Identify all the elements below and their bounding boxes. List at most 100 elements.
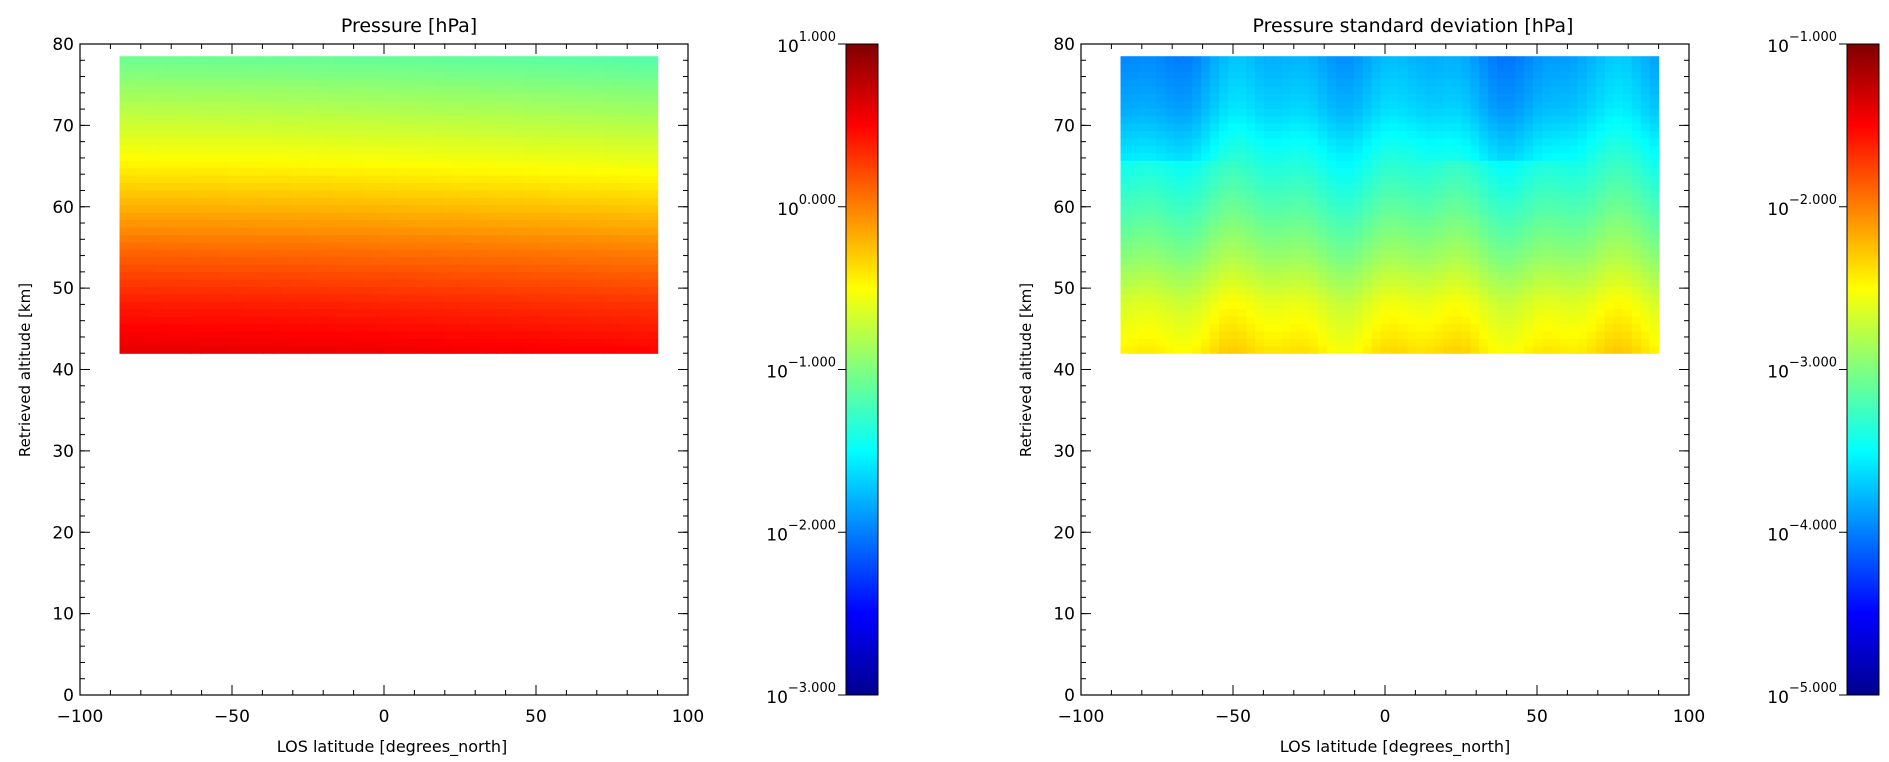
heatmap-cell — [1470, 256, 1480, 265]
heatmap-cell — [1604, 71, 1615, 80]
heatmap-cell — [1174, 226, 1184, 236]
heatmap-cell — [442, 152, 452, 161]
heatmap-cell — [1622, 115, 1633, 124]
heatmap-cell — [478, 226, 488, 236]
heatmap-cell — [1120, 197, 1131, 206]
heatmap-cell — [173, 93, 183, 102]
heatmap-cell — [648, 204, 659, 213]
heatmap-cell — [289, 286, 300, 295]
heatmap-cell — [173, 271, 183, 280]
heatmap-cell — [1434, 226, 1444, 236]
heatmap-cell — [1290, 108, 1301, 117]
heatmap-cell — [621, 85, 632, 94]
heatmap-cell — [307, 316, 318, 325]
heatmap-cell — [1586, 145, 1597, 154]
heatmap-cell — [1299, 167, 1310, 176]
heatmap-cell — [576, 108, 587, 117]
heatmap-cell — [1479, 234, 1489, 243]
heatmap-cell — [263, 234, 273, 243]
heatmap-cell — [442, 197, 452, 206]
heatmap-cell — [1622, 264, 1633, 273]
heatmap-cell — [191, 197, 201, 206]
heatmap-cell — [648, 241, 659, 250]
heatmap-cell — [343, 338, 354, 347]
heatmap-cell — [1568, 182, 1579, 191]
heatmap-cell — [1416, 212, 1427, 221]
heatmap-cell — [541, 301, 551, 310]
heatmap-cell — [1416, 278, 1427, 287]
heatmap-cell — [1362, 100, 1373, 109]
heatmap-cell — [191, 108, 201, 117]
heatmap-cell — [1308, 115, 1319, 124]
heatmap-cell — [1497, 130, 1507, 139]
heatmap-cell — [585, 145, 596, 154]
heatmap-cell — [433, 212, 443, 221]
heatmap-cell — [1497, 145, 1507, 154]
heatmap-cell — [469, 71, 479, 80]
heatmap-cell — [1192, 85, 1202, 94]
heatmap-cell — [487, 85, 497, 94]
heatmap-cell — [1246, 108, 1256, 117]
heatmap-cell — [424, 212, 434, 221]
heatmap-cell — [541, 108, 551, 117]
heatmap-cell — [1425, 130, 1435, 139]
heatmap-cell — [1317, 330, 1328, 339]
heatmap-cell — [1595, 197, 1606, 206]
heatmap-cell — [1434, 152, 1444, 161]
heatmap-cell — [576, 293, 587, 302]
heatmap-cell — [155, 316, 165, 325]
heatmap-cell — [119, 152, 130, 161]
heatmap-cell — [1461, 108, 1471, 117]
heatmap-cell — [1389, 175, 1400, 184]
heatmap-cell — [137, 241, 148, 250]
heatmap-cell — [236, 293, 246, 302]
heatmap-cell — [1362, 145, 1373, 154]
heatmap-cell — [1335, 241, 1346, 250]
heatmap-cell — [541, 145, 551, 154]
heatmap-cell — [307, 108, 318, 117]
heatmap-cell — [182, 167, 192, 176]
heatmap-cell — [200, 345, 210, 354]
heatmap-cell — [388, 271, 399, 280]
heatmap-cell — [505, 301, 515, 310]
heatmap-cell — [406, 323, 417, 332]
heatmap-cell — [1129, 189, 1140, 198]
heatmap-cell — [1272, 286, 1283, 295]
heatmap-cell — [1416, 167, 1427, 176]
heatmap-cell — [406, 115, 417, 124]
heatmap-cell — [379, 152, 390, 161]
heatmap-cell — [209, 330, 219, 339]
heatmap-cell — [1434, 175, 1444, 184]
heatmap-cell — [1559, 145, 1570, 154]
heatmap-cell — [496, 167, 506, 176]
heatmap-cell — [1264, 100, 1274, 109]
heatmap-cell — [209, 278, 219, 287]
heatmap-cell — [379, 241, 390, 250]
heatmap-cell — [612, 152, 623, 161]
heatmap-cell — [1443, 249, 1453, 258]
heatmap-cell — [1434, 137, 1444, 146]
heatmap-cell — [307, 278, 318, 287]
heatmap-cell — [1281, 71, 1292, 80]
heatmap-cell — [487, 316, 497, 325]
heatmap-cell — [1147, 308, 1157, 317]
heatmap-cell — [1290, 93, 1301, 102]
heatmap-cell — [603, 293, 614, 302]
heatmap-cell — [119, 264, 130, 273]
heatmap-cell — [388, 71, 399, 80]
heatmap-cell — [397, 189, 408, 198]
heatmap-cell — [1533, 137, 1543, 146]
heatmap-cell — [433, 338, 443, 347]
heatmap-cell — [1604, 271, 1615, 280]
heatmap-cell — [1192, 249, 1202, 258]
heatmap-cell — [361, 338, 372, 347]
heatmap-cell — [1470, 293, 1480, 302]
heatmap-cell — [1398, 108, 1409, 117]
heatmap-cell — [245, 85, 255, 94]
heatmap-cell — [1210, 226, 1220, 236]
heatmap-cell — [191, 256, 201, 265]
heatmap-cell — [487, 212, 497, 221]
heatmap-cell — [1506, 316, 1516, 325]
heatmap-cell — [576, 338, 587, 347]
heatmap-cell — [406, 78, 417, 87]
